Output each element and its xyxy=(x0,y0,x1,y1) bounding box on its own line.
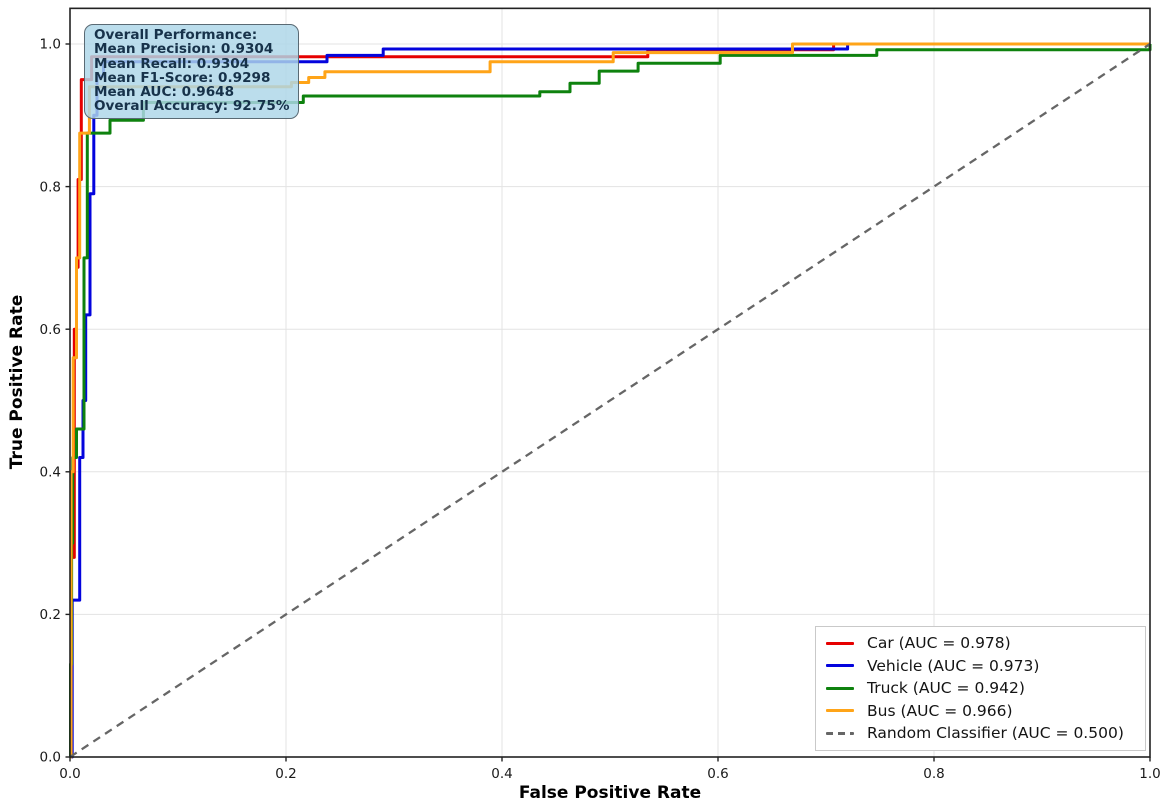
plot-frame xyxy=(69,7,1151,758)
annotation-line: Mean AUC: 0.9648 xyxy=(94,84,235,101)
legend-swatch-vehicle xyxy=(826,664,854,668)
y-axis-label: True Positive Rate xyxy=(7,294,27,470)
y-tick-label: 0.8 xyxy=(40,179,61,195)
legend-item-random-classifier: Random Classifier (AUC = 0.500) xyxy=(826,722,1135,745)
x-tick-label: 1.0 xyxy=(1139,766,1160,782)
legend-label: Bus (AUC = 0.966) xyxy=(867,701,1013,720)
annotation-line: Overall Performance: xyxy=(94,27,258,43)
legend-item-vehicle: Vehicle (AUC = 0.973) xyxy=(826,655,1135,678)
x-tick-label: 0.6 xyxy=(707,766,728,782)
annotation-line: Mean Recall: 0.9304 xyxy=(94,55,250,72)
legend: Car (AUC = 0.978) Vehicle (AUC = 0.973) Tr… xyxy=(815,626,1146,751)
annotation-line: Overall Accuracy: 92.75% xyxy=(94,98,290,115)
x-tick-label: 0.0 xyxy=(59,766,80,782)
y-tick-label: 0.4 xyxy=(40,465,61,481)
annotation-line: Mean F1-Score: 0.9298 xyxy=(94,69,271,86)
y-tick-label: 0.0 xyxy=(40,750,61,766)
legend-swatch-bus xyxy=(826,709,854,713)
legend-item-truck: Truck (AUC = 0.942) xyxy=(826,677,1135,700)
legend-label: Car (AUC = 0.978) xyxy=(867,634,1011,653)
legend-swatch-truck xyxy=(826,686,854,690)
legend-item-car: Car (AUC = 0.978) xyxy=(826,632,1135,655)
legend-item-bus: Bus (AUC = 0.966) xyxy=(826,700,1135,723)
x-tick-label: 0.2 xyxy=(275,766,296,782)
x-axis-label: False Positive Rate xyxy=(518,783,702,803)
y-tick-label: 1.0 xyxy=(40,37,61,53)
x-tick-label: 0.8 xyxy=(923,766,944,782)
legend-label: Random Classifier (AUC = 0.500) xyxy=(867,724,1124,743)
legend-label: Vehicle (AUC = 0.973) xyxy=(867,656,1040,675)
legend-swatch-random-classifier xyxy=(826,731,854,735)
roc-curve-vehicle xyxy=(70,42,1150,759)
y-tick-label: 0.2 xyxy=(40,607,61,623)
x-tick-label: 0.4 xyxy=(491,766,512,782)
performance-annotation-box: Overall Performance: Mean Precision: 0.93… xyxy=(84,24,300,119)
y-tick-label: 0.6 xyxy=(40,322,61,338)
roc-curve-random-classifier xyxy=(69,43,1151,758)
annotation-line: Mean Precision: 0.9304 xyxy=(94,41,274,58)
legend-label: Truck (AUC = 0.942) xyxy=(867,679,1025,698)
legend-swatch-car xyxy=(826,641,854,645)
